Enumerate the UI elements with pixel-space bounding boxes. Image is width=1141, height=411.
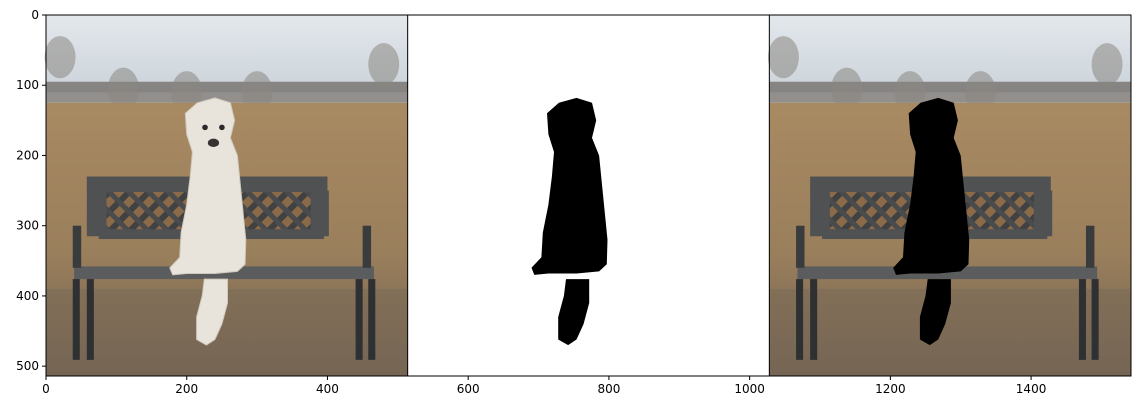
treeline <box>46 82 408 103</box>
dog-eye-right <box>219 125 225 131</box>
image-area <box>45 15 1131 376</box>
sky <box>46 15 408 92</box>
bench-arm-left <box>796 226 804 268</box>
panel-masked-photo <box>768 15 1131 376</box>
dog-eye-left <box>202 125 208 131</box>
panel-segmentation-mask <box>408 15 770 376</box>
panel-original-photo <box>45 15 408 376</box>
x-tick-label: 1400 <box>1016 382 1047 396</box>
bench-leg <box>1079 279 1086 360</box>
tree <box>768 36 799 78</box>
treeline <box>769 82 1131 103</box>
y-tick-label: 200 <box>16 148 39 162</box>
x-tick-label: 200 <box>175 382 198 396</box>
x-tick-label: 1200 <box>875 382 906 396</box>
sky <box>769 15 1131 92</box>
bench-leg <box>796 279 803 360</box>
x-tick-label: 800 <box>597 382 620 396</box>
bench-arm-right <box>1086 226 1094 268</box>
x-tick-label: 600 <box>457 382 480 396</box>
bench-arm-left <box>73 226 81 268</box>
tree <box>1092 43 1123 85</box>
x-tick-label: 0 <box>42 382 50 396</box>
y-tick-label: 100 <box>16 78 39 92</box>
bench-arm-right <box>363 226 371 268</box>
y-tick-label: 400 <box>16 289 39 303</box>
bench-leg <box>73 279 80 360</box>
bench-leg <box>1092 279 1099 360</box>
y-tick-label: 500 <box>16 359 39 373</box>
bench-leg <box>810 279 817 360</box>
tree <box>368 43 399 85</box>
bench-leg <box>356 279 363 360</box>
y-tick-label: 300 <box>16 219 39 233</box>
x-tick-label: 1000 <box>734 382 765 396</box>
dog-nose <box>208 139 219 147</box>
bench-leg <box>368 279 375 360</box>
tree <box>45 36 76 78</box>
bench-leg <box>87 279 94 360</box>
y-tick-label: 0 <box>31 8 39 22</box>
x-tick-label: 400 <box>316 382 339 396</box>
